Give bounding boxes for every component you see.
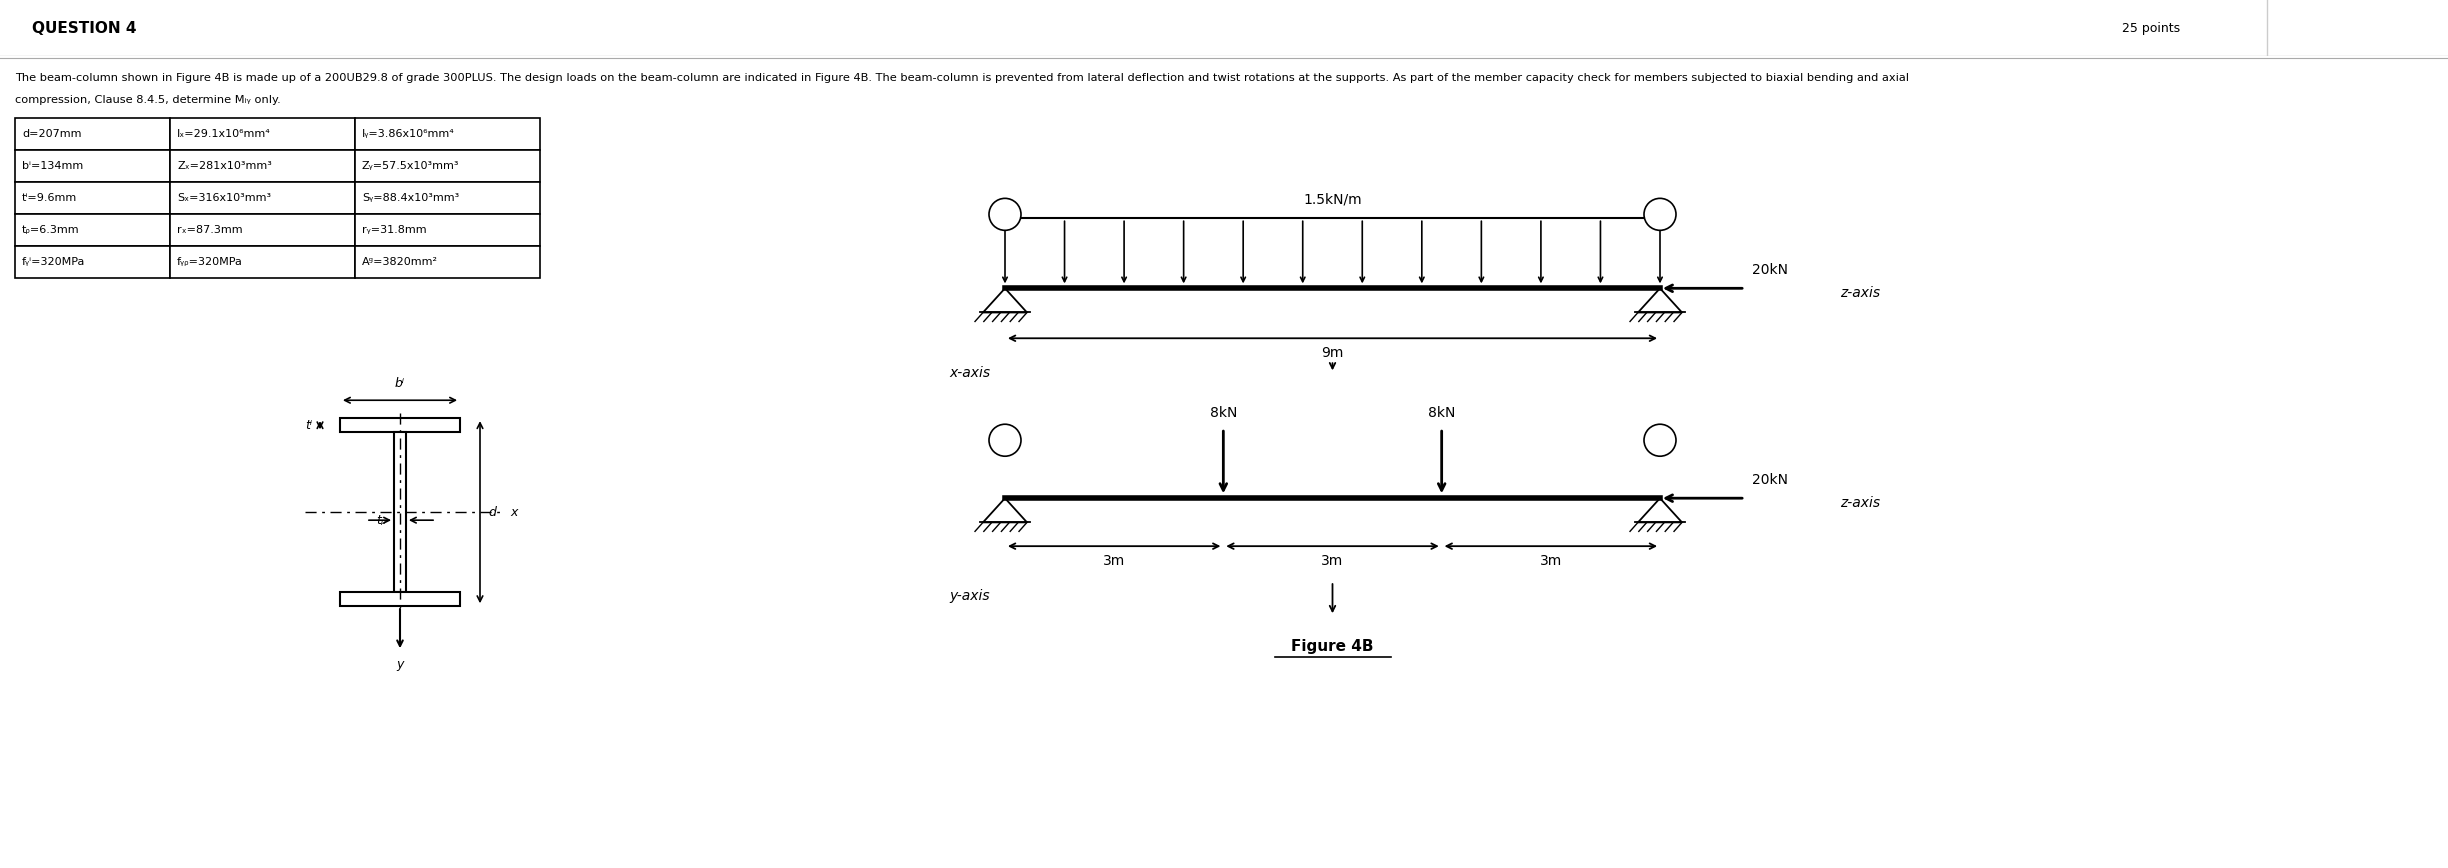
Circle shape <box>1645 199 1677 230</box>
Text: tⁱ=9.6mm: tⁱ=9.6mm <box>22 194 78 203</box>
Text: compression, Clause 8.4.5, determine Mᵢᵧ only.: compression, Clause 8.4.5, determine Mᵢᵧ… <box>15 95 282 105</box>
Text: tᵨ=6.3mm: tᵨ=6.3mm <box>22 226 81 235</box>
Text: Zₓ=281x10³mm³: Zₓ=281x10³mm³ <box>176 161 272 171</box>
Text: rᵧ=31.8mm: rᵧ=31.8mm <box>362 226 426 235</box>
Bar <box>169 118 355 150</box>
Text: fᵧᵨ=320MPa: fᵧᵨ=320MPa <box>176 257 242 267</box>
Text: Figure 4B: Figure 4B <box>1290 639 1373 654</box>
Text: y-axis: y-axis <box>950 589 989 603</box>
Circle shape <box>1645 424 1677 457</box>
Bar <box>340 418 460 432</box>
Text: rₓ=87.3mm: rₓ=87.3mm <box>176 226 242 235</box>
Circle shape <box>989 424 1021 457</box>
Text: A: A <box>1001 434 1011 447</box>
Text: 3m: 3m <box>1104 554 1126 569</box>
Polygon shape <box>1638 288 1682 312</box>
Text: Aᵍ=3820mm²: Aᵍ=3820mm² <box>362 257 438 267</box>
Polygon shape <box>984 288 1028 312</box>
Text: 3m: 3m <box>1322 554 1344 569</box>
Text: x: x <box>509 506 517 519</box>
Text: 8kN: 8kN <box>1427 406 1457 420</box>
Bar <box>15 214 169 247</box>
Bar <box>15 247 169 279</box>
Text: 9m: 9m <box>1322 346 1344 360</box>
Text: 8kN: 8kN <box>1209 406 1236 420</box>
Text: fᵧⁱ=320MPa: fᵧⁱ=320MPa <box>22 257 86 267</box>
Text: 25 points: 25 points <box>2122 22 2181 35</box>
Text: QUESTION 4: QUESTION 4 <box>32 21 137 36</box>
Bar <box>169 214 355 247</box>
Text: bⁱ: bⁱ <box>394 378 404 391</box>
Bar <box>169 247 355 279</box>
Text: A: A <box>1001 207 1011 220</box>
Text: 20kN: 20kN <box>1753 473 1787 487</box>
Polygon shape <box>984 498 1028 523</box>
Text: d=207mm: d=207mm <box>22 129 81 140</box>
Text: z-axis: z-axis <box>1841 286 1880 300</box>
Text: 3m: 3m <box>1540 554 1562 569</box>
Text: Zᵧ=57.5x10³mm³: Zᵧ=57.5x10³mm³ <box>362 161 460 171</box>
Text: bⁱ=134mm: bⁱ=134mm <box>22 161 83 171</box>
Bar <box>15 182 169 214</box>
Bar <box>15 118 169 150</box>
Text: The beam-column shown in Figure 4B is made up of a 200UB29.8 of grade 300PLUS. T: The beam-column shown in Figure 4B is ma… <box>15 74 1909 83</box>
Bar <box>355 182 541 214</box>
Text: tⁱ: tⁱ <box>306 418 311 431</box>
Bar <box>169 150 355 182</box>
Text: B: B <box>1655 207 1665 220</box>
Text: 20kN: 20kN <box>1753 263 1787 277</box>
Bar <box>355 150 541 182</box>
Text: z-axis: z-axis <box>1841 496 1880 510</box>
Text: Sᵧ=88.4x10³mm³: Sᵧ=88.4x10³mm³ <box>362 194 460 203</box>
Bar <box>340 592 460 606</box>
Text: 1.5kN/m: 1.5kN/m <box>1302 193 1361 207</box>
Text: Iᵧ=3.86x10⁶mm⁴: Iᵧ=3.86x10⁶mm⁴ <box>362 129 455 140</box>
Bar <box>355 247 541 279</box>
Bar <box>394 432 406 592</box>
Text: y: y <box>397 658 404 671</box>
Text: R: R <box>1655 434 1665 447</box>
Text: tᵨ: tᵨ <box>377 514 387 527</box>
Polygon shape <box>1638 498 1682 523</box>
Text: x-axis: x-axis <box>950 366 989 380</box>
Bar <box>355 214 541 247</box>
Text: Sₓ=316x10³mm³: Sₓ=316x10³mm³ <box>176 194 272 203</box>
Bar <box>355 118 541 150</box>
Text: Save Answer: Save Answer <box>2313 23 2397 36</box>
Bar <box>15 150 169 182</box>
Text: d: d <box>487 506 497 519</box>
Circle shape <box>989 199 1021 230</box>
Bar <box>169 182 355 214</box>
Text: Iₓ=29.1x10⁶mm⁴: Iₓ=29.1x10⁶mm⁴ <box>176 129 272 140</box>
